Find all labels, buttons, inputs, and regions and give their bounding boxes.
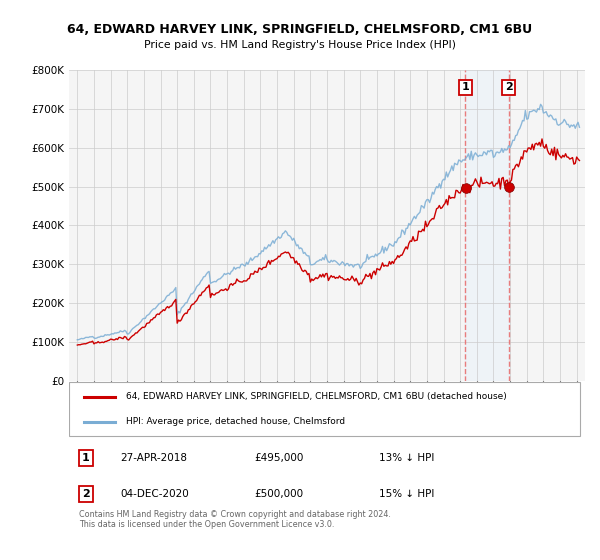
Text: 13% ↓ HPI: 13% ↓ HPI bbox=[379, 453, 434, 463]
Text: £495,000: £495,000 bbox=[255, 453, 304, 463]
Text: 27-APR-2018: 27-APR-2018 bbox=[121, 453, 188, 463]
Text: Price paid vs. HM Land Registry's House Price Index (HPI): Price paid vs. HM Land Registry's House … bbox=[144, 40, 456, 50]
Text: 64, EDWARD HARVEY LINK, SPRINGFIELD, CHELMSFORD, CM1 6BU: 64, EDWARD HARVEY LINK, SPRINGFIELD, CHE… bbox=[67, 22, 533, 36]
Bar bbox=[466, 70, 509, 381]
Text: 1: 1 bbox=[461, 82, 469, 92]
FancyBboxPatch shape bbox=[69, 382, 580, 436]
Text: 15% ↓ HPI: 15% ↓ HPI bbox=[379, 489, 434, 499]
Text: 1: 1 bbox=[82, 453, 89, 463]
Text: HPI: Average price, detached house, Chelmsford: HPI: Average price, detached house, Chel… bbox=[126, 418, 345, 427]
Text: 2: 2 bbox=[505, 82, 512, 92]
Text: £500,000: £500,000 bbox=[255, 489, 304, 499]
Text: 2: 2 bbox=[82, 489, 89, 499]
Text: Contains HM Land Registry data © Crown copyright and database right 2024.
This d: Contains HM Land Registry data © Crown c… bbox=[79, 510, 391, 529]
Text: 64, EDWARD HARVEY LINK, SPRINGFIELD, CHELMSFORD, CM1 6BU (detached house): 64, EDWARD HARVEY LINK, SPRINGFIELD, CHE… bbox=[126, 392, 506, 402]
Text: 04-DEC-2020: 04-DEC-2020 bbox=[121, 489, 190, 499]
